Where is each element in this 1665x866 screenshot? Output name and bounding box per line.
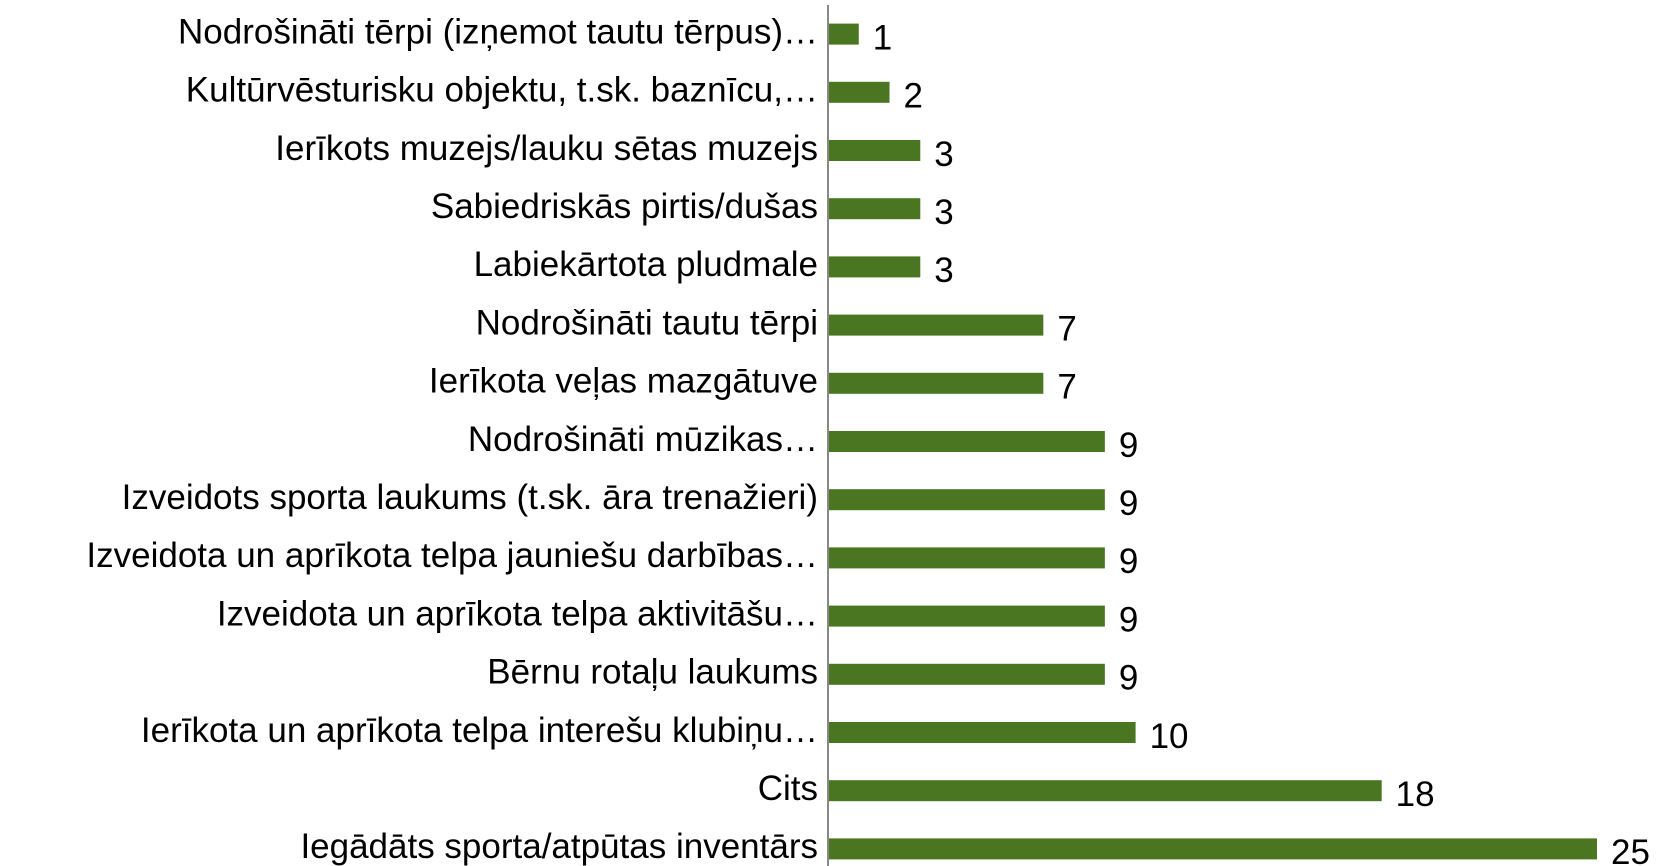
data-label: 25 <box>1611 833 1650 866</box>
bar <box>828 547 1105 569</box>
data-label: 3 <box>934 135 953 174</box>
bar <box>828 489 1105 511</box>
data-label: 9 <box>1119 426 1138 465</box>
y-tick-label: Bērnu rotaļu laukums <box>487 653 818 692</box>
data-label: 1 <box>873 18 892 57</box>
y-tick-label: Labiekārtota pludmale <box>474 245 818 284</box>
data-label: 7 <box>1057 368 1076 407</box>
data-label: 3 <box>934 251 953 290</box>
data-label: 7 <box>1057 309 1076 348</box>
bar <box>828 198 921 220</box>
y-tick-label: Nodrošināti tērpi (izņemot tautu tērpus)… <box>178 12 818 51</box>
y-tick-label: Cits <box>758 769 818 808</box>
bar <box>828 663 1105 685</box>
bar <box>828 140 921 161</box>
bar <box>828 605 1105 627</box>
bar <box>828 431 1105 452</box>
y-tick-label: Iegādāts sporta/atpūtas inventārs <box>300 827 818 866</box>
bar <box>828 23 859 45</box>
bar <box>828 838 1597 860</box>
y-tick-label: Sabiedriskās pirtis/dušas <box>431 187 818 226</box>
y-tick-label: Izveidota un aprīkota telpa aktivitāšu… <box>217 594 818 633</box>
data-label: 2 <box>904 77 923 116</box>
bar <box>828 372 1044 394</box>
bar <box>828 256 921 278</box>
data-label: 3 <box>934 193 953 232</box>
data-label: 9 <box>1119 484 1138 523</box>
y-tick-label: Izveidots sporta laukums (t.sk. āra tren… <box>122 478 818 517</box>
y-tick-label: Kultūrvēsturisku objektu, t.sk. baznīcu,… <box>186 71 818 110</box>
data-label: 9 <box>1119 659 1138 698</box>
y-tick-label: Ierīkota veļas mazgātuve <box>429 362 818 401</box>
data-label: 18 <box>1396 775 1435 814</box>
bar <box>828 81 890 103</box>
y-tick-label: Ierīkots muzejs/lauku sētas muzejs <box>275 129 818 168</box>
data-label: 10 <box>1150 717 1189 756</box>
bar <box>828 780 1382 802</box>
bar <box>828 314 1044 336</box>
y-tick-label: Nodrošināti tautu tērpi <box>476 303 818 342</box>
y-tick-label: Ierīkota un aprīkota telpa interešu klub… <box>141 711 818 750</box>
y-tick-label: Nodrošināti mūzikas… <box>468 420 818 459</box>
bar <box>828 722 1136 743</box>
data-label: 9 <box>1119 542 1138 581</box>
y-tick-label: Izveidota un aprīkota telpa jauniešu dar… <box>86 536 818 575</box>
data-label: 9 <box>1119 600 1138 639</box>
